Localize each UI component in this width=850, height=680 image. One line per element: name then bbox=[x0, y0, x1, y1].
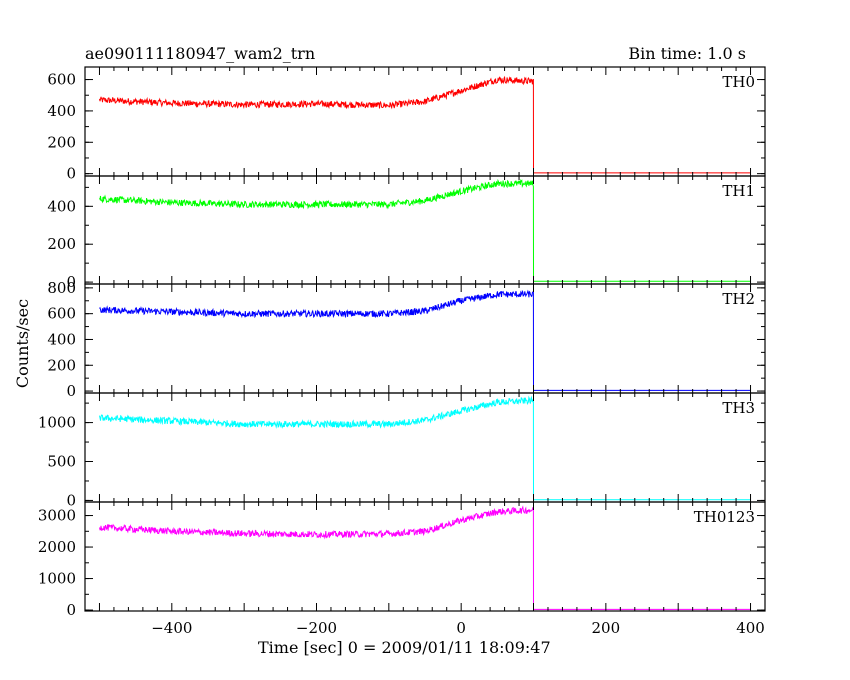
y-tick-label: 600 bbox=[47, 71, 76, 89]
panel-label-th0: TH0 bbox=[722, 73, 755, 91]
panel-frame-th0123 bbox=[84, 501, 766, 612]
y-tick-label: 200 bbox=[47, 133, 76, 151]
series-th2 bbox=[99, 289, 751, 391]
y-tick-label: 0 bbox=[66, 382, 76, 400]
y-tick-label: 200 bbox=[47, 235, 76, 253]
x-tick-label: −400 bbox=[151, 619, 192, 637]
series-th0 bbox=[99, 75, 751, 174]
y-tick-label: 400 bbox=[47, 330, 76, 348]
series-th3 bbox=[99, 395, 751, 501]
y-tick-label: 2000 bbox=[38, 538, 76, 556]
y-tick-label: 500 bbox=[47, 453, 76, 471]
y-tick-label: 400 bbox=[47, 102, 76, 120]
y-tick-label: 0 bbox=[66, 601, 76, 619]
panel-label-th0123: TH0123 bbox=[694, 508, 755, 526]
x-tick-label: 200 bbox=[592, 619, 621, 637]
panel-label-th1: TH1 bbox=[722, 182, 755, 200]
series-th0123 bbox=[99, 505, 751, 610]
x-tick-label: 400 bbox=[736, 619, 765, 637]
bin-time-label: Bin time: 1.0 s bbox=[628, 44, 746, 63]
panel-frame-th2 bbox=[84, 283, 766, 394]
series-th1 bbox=[99, 178, 751, 282]
y-tick-label: 400 bbox=[47, 197, 76, 215]
y-tick-label: 200 bbox=[47, 356, 76, 374]
y-tick-label: 3000 bbox=[38, 507, 76, 525]
chart-title: ae090111180947_wam2_trn bbox=[85, 44, 316, 63]
panel-label-th2: TH2 bbox=[722, 290, 755, 308]
x-tick-label: −200 bbox=[296, 619, 337, 637]
y-tick-label: 600 bbox=[47, 305, 76, 323]
y-tick-label: 1000 bbox=[38, 570, 76, 588]
panel-frame-th0 bbox=[84, 66, 766, 177]
y-tick-label: 0 bbox=[66, 491, 76, 509]
panel-frame-th3 bbox=[84, 392, 766, 503]
panel-label-th3: TH3 bbox=[722, 399, 755, 417]
y-axis-label: Counts/sec bbox=[13, 298, 33, 389]
y-tick-label: 0 bbox=[66, 273, 76, 291]
panel-frame-th1 bbox=[84, 175, 766, 285]
y-tick-label: 800 bbox=[47, 279, 76, 297]
x-axis-label: Time [sec] 0 = 2009/01/11 18:09:47 bbox=[258, 638, 551, 657]
x-tick-label: 0 bbox=[456, 619, 466, 637]
y-tick-label: 1000 bbox=[38, 414, 76, 432]
y-tick-label: 0 bbox=[66, 165, 76, 183]
